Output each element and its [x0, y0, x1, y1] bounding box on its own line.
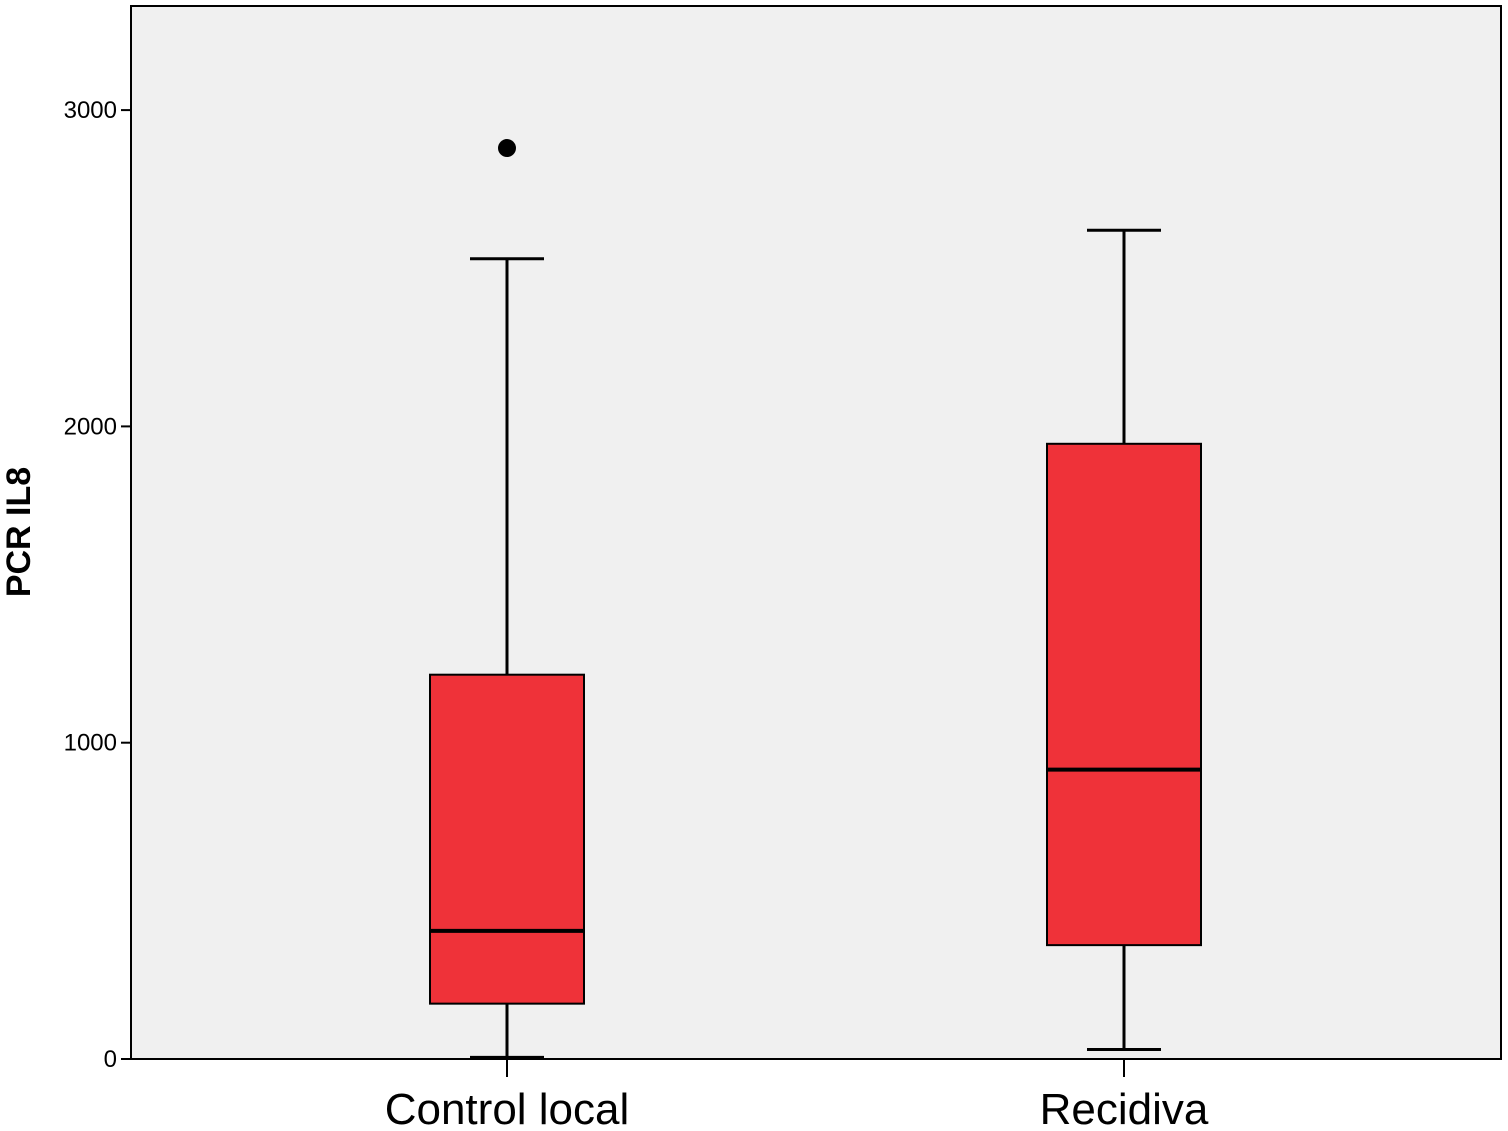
iqr-box [1046, 442, 1202, 947]
y-tick-label: 3000 [64, 97, 117, 124]
boxes [429, 139, 1202, 1059]
iqr-box [429, 673, 585, 1005]
y-tick-label: 1000 [64, 730, 117, 757]
y-axis-title: PCR IL8 [0, 467, 38, 597]
x-category-label: Control local [385, 1085, 630, 1131]
plot-area [130, 5, 1502, 1060]
box-group [1046, 228, 1202, 1052]
box-group [429, 139, 585, 1059]
x-category-label: Recidiva [1040, 1085, 1209, 1131]
outlier-point [498, 139, 516, 158]
x-axis: Control local Recidiva [385, 1059, 1209, 1131]
y-axis: 0 1000 2000 3000 [64, 97, 131, 1073]
y-tick-label: 0 [104, 1046, 117, 1073]
y-tick-label: 2000 [64, 413, 117, 440]
